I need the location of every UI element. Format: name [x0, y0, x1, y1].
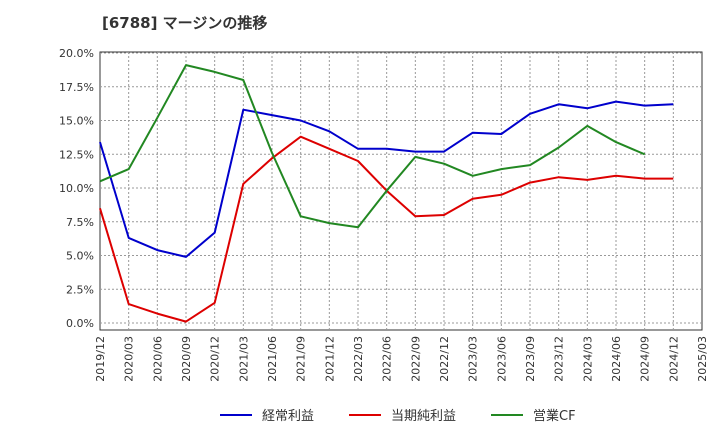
plot-area — [99, 51, 703, 331]
y-tick-label: 17.5% — [59, 81, 94, 94]
x-tick-label: 2019/12 — [94, 336, 107, 382]
x-tick-label: 2024/06 — [610, 336, 623, 382]
legend-label-1: 当期純利益 — [391, 409, 456, 424]
x-tick-label: 2020/03 — [123, 336, 136, 382]
x-tick-label: 2023/03 — [467, 336, 480, 382]
x-tick-label: 2023/12 — [553, 336, 566, 382]
y-axis-ticks: 0.0% 2.5% 5.0% 7.5% 10.0% 12.5% 15.0% 17.5% 20.0… — [59, 47, 94, 330]
x-tick-label: 2022/09 — [409, 336, 422, 382]
x-tick-label: 2023/09 — [524, 336, 537, 382]
y-tick-label: 5.0% — [66, 250, 94, 263]
x-tick-label: 2021/03 — [237, 336, 250, 382]
chart-title: [6788] マージンの推移 — [102, 14, 267, 32]
y-tick-label: 20.0% — [59, 47, 94, 60]
x-tick-label: 2021/09 — [295, 336, 308, 382]
legend: 経常利益 当期純利益 営業CF — [220, 408, 576, 424]
x-tick-label: 2022/12 — [438, 336, 451, 382]
y-tick-label: 0.0% — [66, 317, 94, 330]
y-tick-label: 10.0% — [59, 182, 94, 195]
x-tick-label: 2024/03 — [581, 336, 594, 382]
x-tick-label: 2021/06 — [266, 336, 279, 382]
gridlines — [100, 52, 702, 330]
x-tick-label: 2023/06 — [495, 336, 508, 382]
x-tick-label: 2025/03 — [696, 336, 709, 382]
series-line-0 — [99, 100, 674, 258]
legend-label-2: 営業CF — [533, 408, 576, 424]
x-axis-ticks: 2019/12 2020/03 2020/06 2020/09 2020/12 2021/… — [94, 336, 709, 382]
x-tick-label: 2020/12 — [209, 336, 222, 382]
series-lines — [99, 64, 674, 323]
x-tick-label: 2022/06 — [381, 336, 394, 382]
x-tick-label: 2021/12 — [323, 336, 336, 382]
series-line-2 — [99, 64, 646, 229]
x-tick-label: 2020/09 — [180, 336, 193, 382]
y-tick-label: 2.5% — [66, 283, 94, 296]
y-tick-label: 15.0% — [59, 115, 94, 128]
legend-label-0: 経常利益 — [262, 409, 314, 424]
x-tick-label: 2020/06 — [151, 336, 164, 382]
y-tick-label: 12.5% — [59, 148, 94, 161]
y-tick-label: 7.5% — [66, 216, 94, 229]
x-tick-label: 2022/03 — [352, 336, 365, 382]
x-tick-label: 2024/09 — [639, 336, 652, 382]
x-tick-label: 2024/12 — [667, 336, 680, 382]
